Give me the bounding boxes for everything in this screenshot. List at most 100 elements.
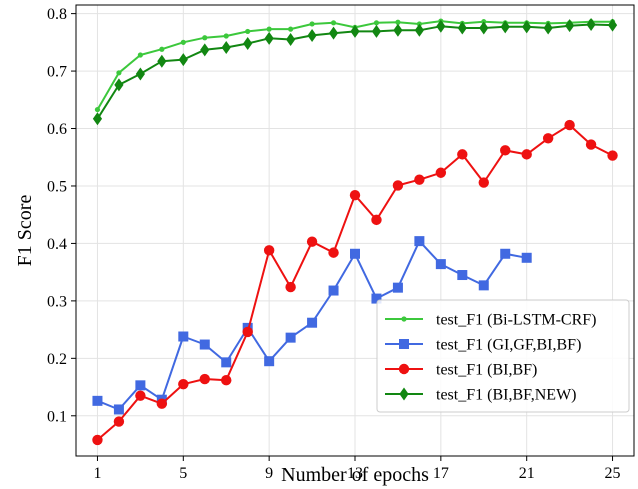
data-point: [157, 54, 167, 68]
x-tick-label: 21: [519, 465, 535, 482]
y-tick-label: 0.5: [47, 178, 67, 195]
x-tick-label: 5: [179, 465, 187, 482]
data-point: [542, 133, 554, 144]
data-point: [436, 19, 446, 33]
data-point: [221, 357, 232, 368]
data-point: [307, 28, 317, 42]
data-point: [521, 149, 532, 160]
data-point: [178, 378, 189, 390]
data-point: [522, 20, 532, 34]
data-point: [245, 28, 251, 35]
data-point: [285, 281, 296, 293]
legend-label: test_F1 (Bi-LSTM-CRF): [436, 312, 596, 329]
x-tick-label: 25: [605, 465, 621, 482]
data-point: [500, 145, 511, 156]
data-point: [159, 46, 165, 52]
legend-item: test_F1 (GI,GF,BI,BF): [385, 337, 581, 354]
data-point: [565, 19, 575, 33]
data-point: [199, 339, 210, 350]
data-point: [371, 24, 382, 38]
data-point: [113, 416, 125, 427]
data-point: [137, 52, 143, 58]
legend-swatch-marker: [401, 316, 407, 322]
data-point: [202, 35, 208, 41]
data-point: [435, 259, 446, 270]
data-point: [286, 32, 296, 46]
x-tick-label: 1: [93, 465, 101, 482]
data-point: [479, 21, 489, 35]
data-point: [350, 24, 360, 38]
data-point: [92, 112, 103, 126]
data-point: [607, 18, 618, 32]
legend-item: test_F1 (Bi-LSTM-CRF): [385, 312, 596, 329]
data-point: [178, 331, 189, 342]
data-point: [371, 214, 382, 226]
y-tick-label: 0.8: [47, 6, 67, 23]
data-point: [114, 78, 124, 92]
y-axis-title: F1 Score: [14, 195, 36, 267]
x-tick-label: 9: [265, 465, 273, 482]
data-point: [309, 21, 315, 27]
data-point: [373, 20, 380, 26]
legend-swatch-marker: [398, 363, 410, 375]
grid: [76, 5, 634, 456]
data-point: [564, 119, 575, 131]
data-point: [264, 356, 275, 367]
x-tick-label: 13: [347, 465, 363, 482]
data-point: [435, 167, 447, 178]
legend-swatch-marker: [399, 339, 409, 349]
data-point: [521, 252, 532, 263]
data-point: [414, 23, 424, 37]
legend-label: test_F1 (GI,GF,BI,BF): [436, 337, 581, 354]
y-tick-label: 0.3: [47, 293, 67, 310]
series-3: [92, 119, 618, 446]
data-point: [116, 70, 122, 76]
data-point: [500, 248, 511, 259]
data-point: [393, 23, 403, 37]
data-point: [586, 18, 596, 32]
data-point: [414, 174, 425, 185]
data-point: [607, 150, 618, 161]
data-point: [178, 53, 188, 67]
data-point: [223, 33, 229, 39]
data-point: [457, 270, 468, 281]
data-point: [221, 374, 232, 386]
data-point: [242, 326, 253, 338]
data-point: [543, 21, 553, 35]
data-point: [478, 280, 489, 291]
data-point: [221, 41, 231, 55]
data-point: [94, 106, 101, 113]
data-point: [92, 395, 103, 406]
data-point: [328, 285, 339, 296]
data-point: [478, 177, 489, 188]
y-tick-label: 0.4: [47, 236, 67, 253]
legend-item: test_F1 (BI,BF): [385, 362, 537, 379]
data-point: [180, 39, 186, 45]
data-point: [266, 26, 272, 32]
x-tick-label: 17: [433, 465, 449, 482]
data-point: [113, 404, 124, 415]
data-point: [350, 248, 360, 259]
data-point: [243, 36, 253, 50]
y-tick-label: 0.1: [47, 408, 67, 425]
data-point: [306, 236, 318, 247]
legend-box: [376, 299, 630, 413]
data-point: [330, 20, 337, 26]
legend-label: test_F1 (BI,BF): [436, 362, 537, 379]
data-point: [500, 20, 510, 34]
data-point: [285, 332, 296, 343]
data-point: [307, 317, 318, 328]
data-point: [371, 293, 382, 304]
data-point: [135, 380, 146, 391]
series-4: [92, 18, 618, 126]
data-point: [199, 373, 210, 385]
data-point: [92, 434, 103, 446]
data-point: [349, 189, 361, 201]
data-point: [457, 149, 468, 160]
data-point: [264, 31, 274, 45]
data-point: [457, 21, 467, 35]
legend-label: test_F1 (BI,BF,NEW): [436, 387, 577, 404]
data-point: [135, 67, 145, 81]
data-point: [414, 236, 425, 247]
